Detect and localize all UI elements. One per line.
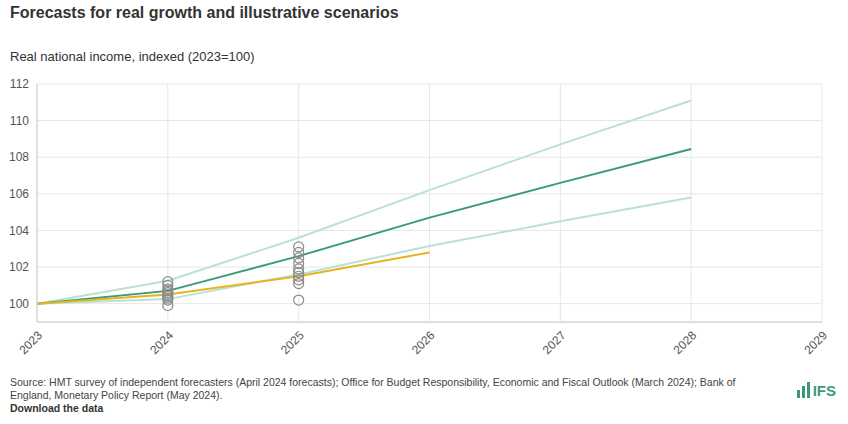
svg-text:2026: 2026 bbox=[409, 328, 438, 357]
svg-text:108: 108 bbox=[9, 150, 29, 164]
svg-text:104: 104 bbox=[9, 224, 29, 238]
svg-text:2027: 2027 bbox=[540, 328, 569, 357]
svg-text:110: 110 bbox=[10, 114, 29, 128]
svg-text:102: 102 bbox=[9, 260, 29, 274]
svg-text:106: 106 bbox=[9, 187, 29, 201]
html-text:Source: HMT survey of independ: Source: HMT survey of independent foreca… bbox=[10, 376, 736, 401]
svg-text:2025: 2025 bbox=[278, 328, 307, 357]
svg-text:100: 100 bbox=[9, 297, 29, 311]
svg-text:2029: 2029 bbox=[801, 328, 830, 357]
svg-text:2023: 2023 bbox=[16, 328, 45, 357]
html-text:Real national income, indexed: Real national income, indexed (2023=100) bbox=[10, 49, 255, 64]
svg-text:2028: 2028 bbox=[671, 328, 700, 357]
html-text:Download the data: Download the data bbox=[10, 402, 104, 414]
html-text:IFS: IFS bbox=[812, 382, 836, 399]
html-text:Forecasts for real growth and: Forecasts for real growth and illustrati… bbox=[10, 4, 399, 21]
svg-text:112: 112 bbox=[10, 77, 29, 91]
svg-text:2024: 2024 bbox=[147, 328, 176, 357]
